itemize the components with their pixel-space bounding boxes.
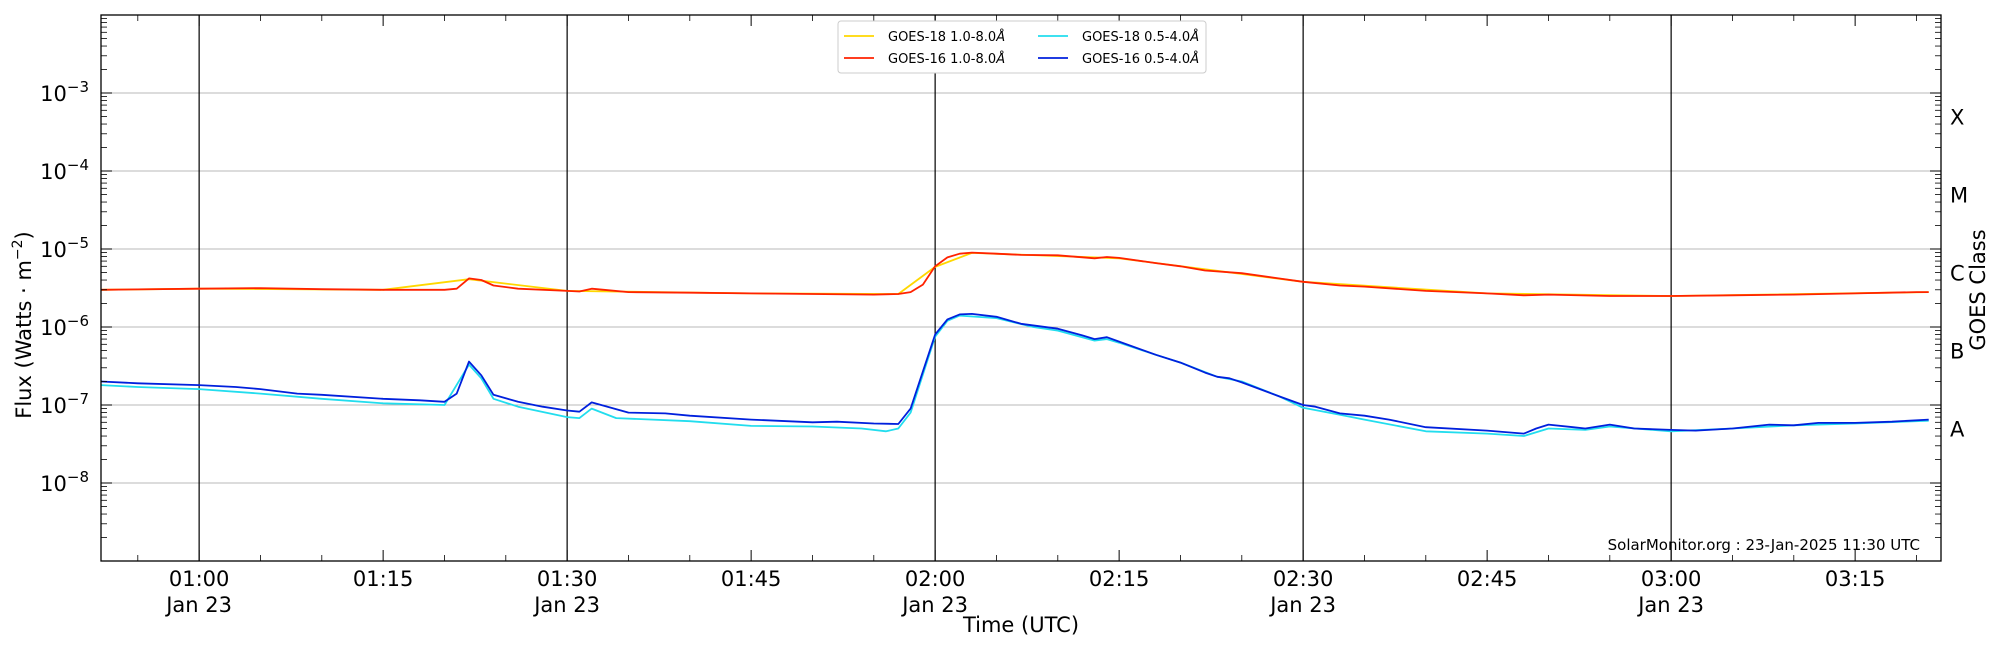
x-tick-date-label: Jan 23 bbox=[900, 593, 968, 617]
legend-label: GOES-16 0.5-4.0Å bbox=[1082, 51, 1199, 67]
legend: GOES-18 1.0-8.0Å GOES-16 1.0-8.0Å GOES-18 … bbox=[837, 20, 1207, 74]
x-tick-date-label: Jan 23 bbox=[1268, 593, 1336, 617]
plot-background bbox=[101, 15, 1941, 561]
x-tick-label: 01:30 bbox=[537, 567, 598, 591]
y-tick-label: 10−8 bbox=[40, 468, 89, 496]
goes-class-label: X bbox=[1950, 105, 1964, 129]
horizontal-grid bbox=[101, 92, 1941, 484]
x-tick-label: 02:00 bbox=[905, 567, 966, 591]
x-axis-title: Time (UTC) bbox=[962, 613, 1079, 637]
y-tick-label: 10−4 bbox=[40, 156, 89, 184]
y-tick-label: 10−5 bbox=[40, 234, 89, 262]
x-tick-label: 01:00 bbox=[169, 567, 230, 591]
legend-label: GOES-18 1.0-8.0Å bbox=[888, 29, 1005, 45]
goes-class-label: B bbox=[1950, 339, 1964, 363]
credit-text: SolarMonitor.org : 23-Jan-2025 11:30 UTC bbox=[1608, 536, 1920, 554]
series-layer bbox=[100, 251, 1929, 437]
plot-frame bbox=[100, 14, 1942, 562]
goes-class-label: M bbox=[1950, 183, 1968, 207]
x-tick-label: 02:30 bbox=[1273, 567, 1334, 591]
x-tick-label: 02:45 bbox=[1457, 567, 1518, 591]
goes-class-label: A bbox=[1950, 417, 1965, 441]
goes-class-label: C bbox=[1950, 261, 1965, 285]
y-tick-label: 10−7 bbox=[40, 390, 89, 418]
legend-box bbox=[837, 20, 1207, 74]
series-goes-16-1-0-8-0 bbox=[100, 251, 1929, 297]
y-tick-label: 10−6 bbox=[40, 312, 89, 340]
x-tick-label: 01:45 bbox=[721, 567, 782, 591]
y-tick-label: 10−3 bbox=[40, 78, 89, 106]
x-tick-date-label: Jan 23 bbox=[164, 593, 232, 617]
x-tick-date-label: Jan 23 bbox=[532, 593, 600, 617]
x-tick-label: 01:15 bbox=[353, 567, 414, 591]
series-goes-18-0-5-4-0 bbox=[100, 314, 1929, 437]
series-goes-16-0-5-4-0 bbox=[100, 313, 1929, 435]
y-axis-title: Flux (Watts · m−2) bbox=[10, 231, 36, 419]
x-tick-label: 03:00 bbox=[1641, 567, 1702, 591]
x-tick-label: 03:15 bbox=[1825, 567, 1886, 591]
legend-label: GOES-16 1.0-8.0Å bbox=[888, 51, 1005, 67]
goes-class-axis-title: GOES Class bbox=[1966, 229, 1990, 350]
x-tick-date-label: Jan 23 bbox=[1636, 593, 1704, 617]
legend-label: GOES-18 0.5-4.0Å bbox=[1082, 29, 1199, 45]
plot-area bbox=[101, 15, 1941, 561]
x-tick-label: 02:15 bbox=[1089, 567, 1150, 591]
